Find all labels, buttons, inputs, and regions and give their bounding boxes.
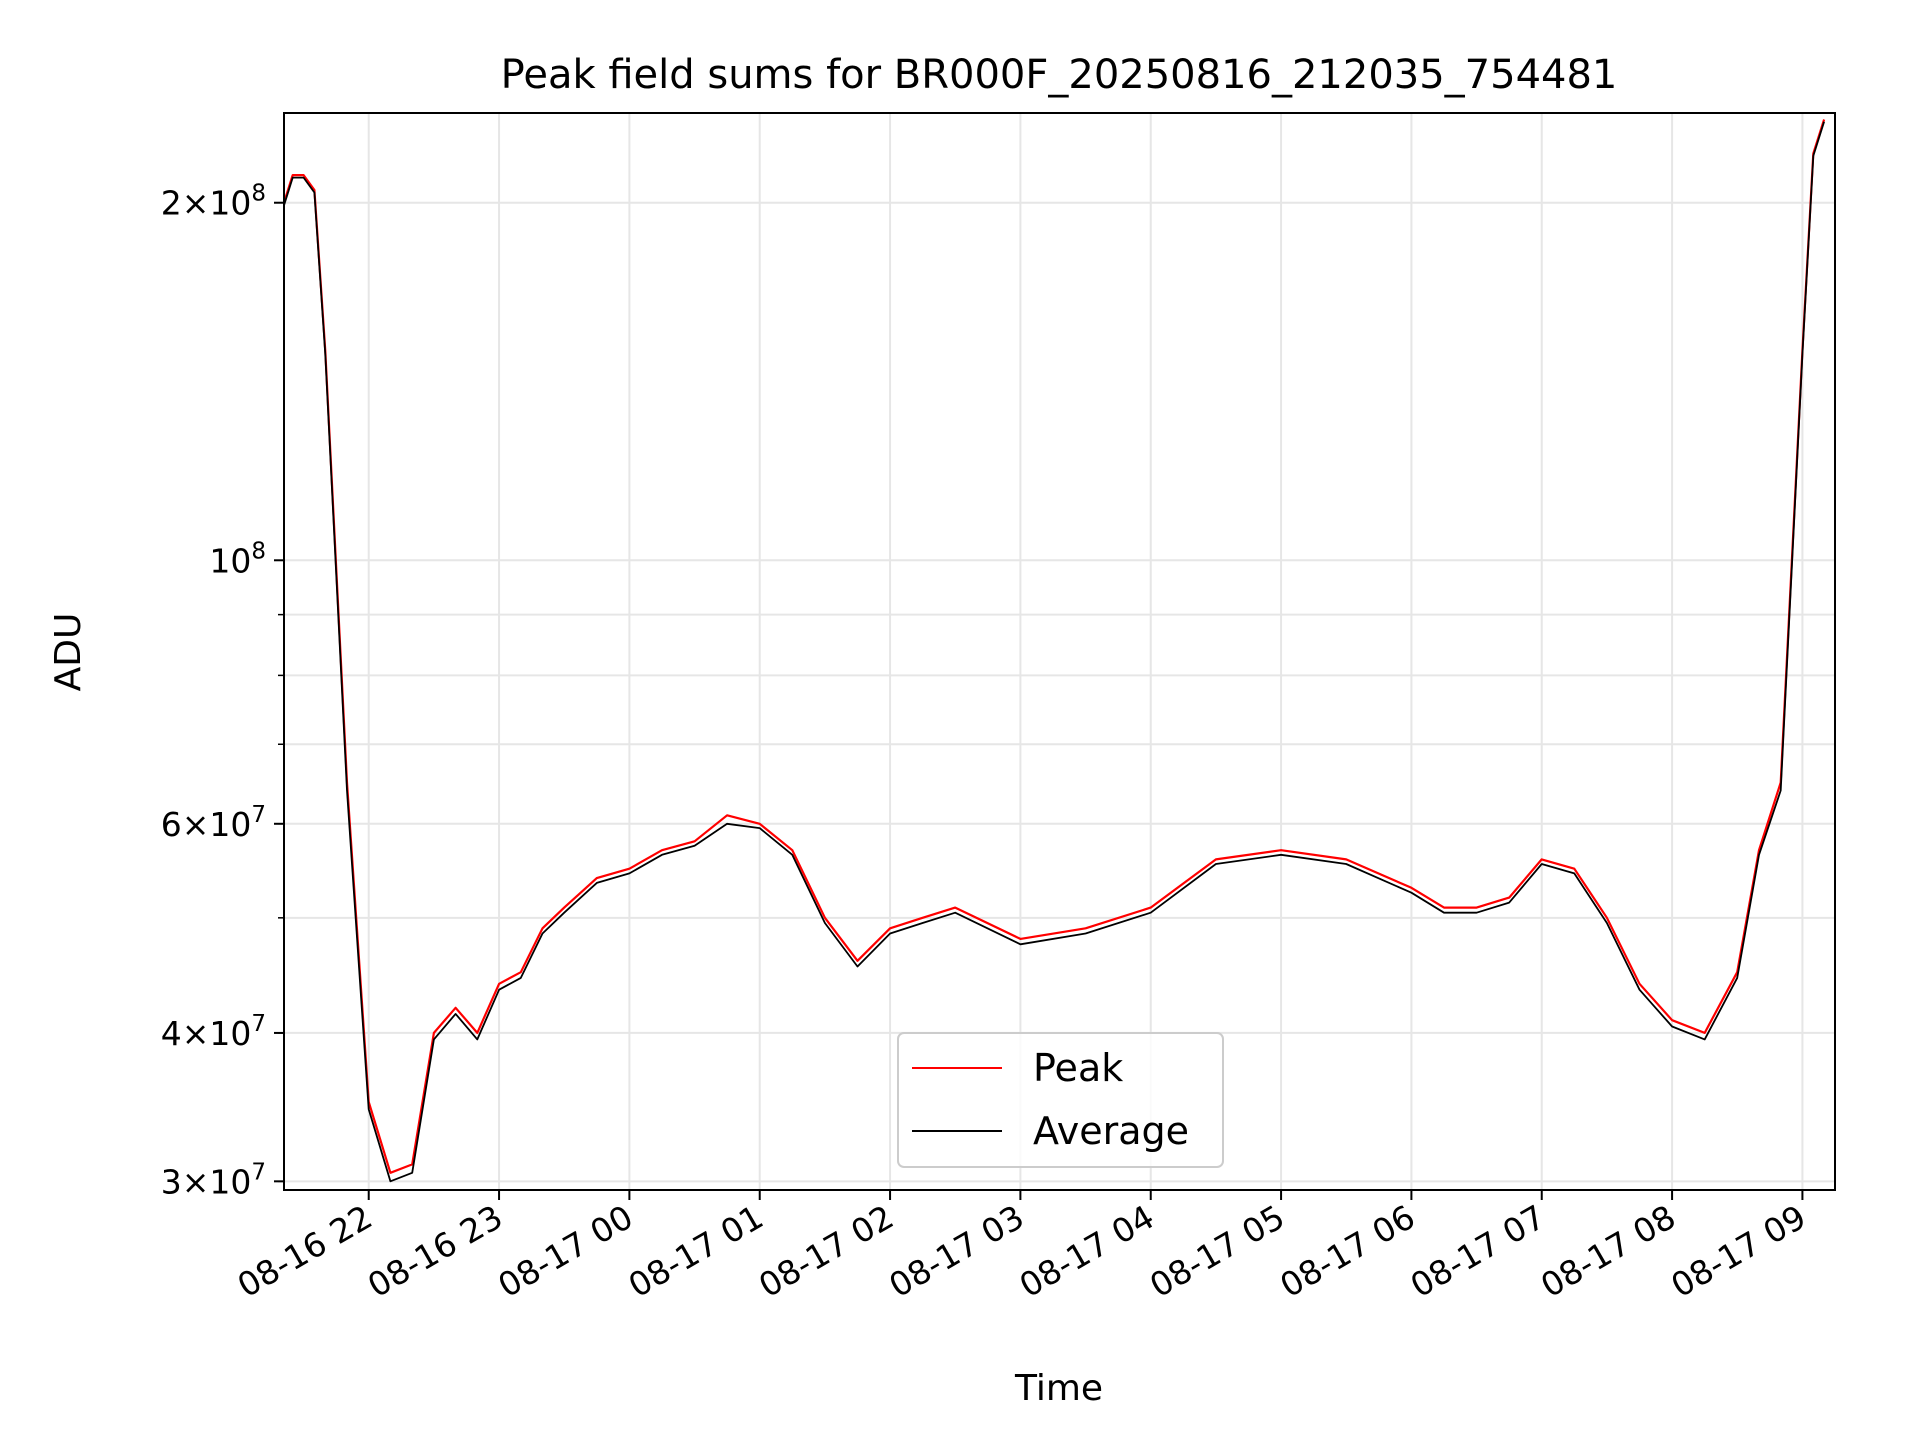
y-tick-label: 2×108 bbox=[161, 181, 266, 223]
y-tick-exponent: 7 bbox=[251, 802, 266, 828]
y-tick-mantissa: 3 bbox=[161, 1162, 182, 1201]
chart-title: Peak field sums for BR000F_20250816_2120… bbox=[501, 52, 1618, 98]
y-tick-times: ×10 bbox=[182, 1162, 252, 1201]
y-tick-base: 10 bbox=[209, 541, 251, 580]
plot-frame bbox=[283, 112, 1836, 1191]
y-tick-exponent: 7 bbox=[251, 1159, 266, 1185]
series-line-peak bbox=[282, 119, 1826, 1174]
y-tick-label: 3×107 bbox=[161, 1159, 266, 1201]
y-tick-exponent: 8 bbox=[251, 181, 266, 207]
legend: Peak Average bbox=[897, 1032, 1224, 1168]
y-tick-exponent: 7 bbox=[251, 1011, 266, 1037]
y-tick-exponent: 8 bbox=[251, 538, 266, 564]
y-tick-mantissa: 6 bbox=[161, 805, 182, 844]
y-tick-mantissa: 2 bbox=[161, 184, 182, 223]
y-tick-times: ×10 bbox=[182, 805, 252, 844]
legend-box bbox=[897, 1032, 1224, 1168]
legend-label: Peak bbox=[1033, 1046, 1123, 1090]
y-tick-label: 4×107 bbox=[161, 1011, 266, 1053]
series-layer bbox=[282, 119, 1826, 1183]
y-tick-mantissa: 4 bbox=[161, 1014, 182, 1053]
series-line-average bbox=[283, 121, 1825, 1183]
grid bbox=[284, 113, 1835, 1190]
y-tick-label: 108 bbox=[209, 538, 266, 580]
y-tick-label: 6×107 bbox=[161, 802, 266, 844]
y-tick-times: ×10 bbox=[182, 1014, 252, 1053]
legend-label: Average bbox=[1033, 1109, 1189, 1153]
y-axis-label: ADU bbox=[48, 613, 89, 692]
x-axis-label: Time bbox=[1014, 1368, 1103, 1409]
y-tick-times: ×10 bbox=[182, 184, 252, 223]
